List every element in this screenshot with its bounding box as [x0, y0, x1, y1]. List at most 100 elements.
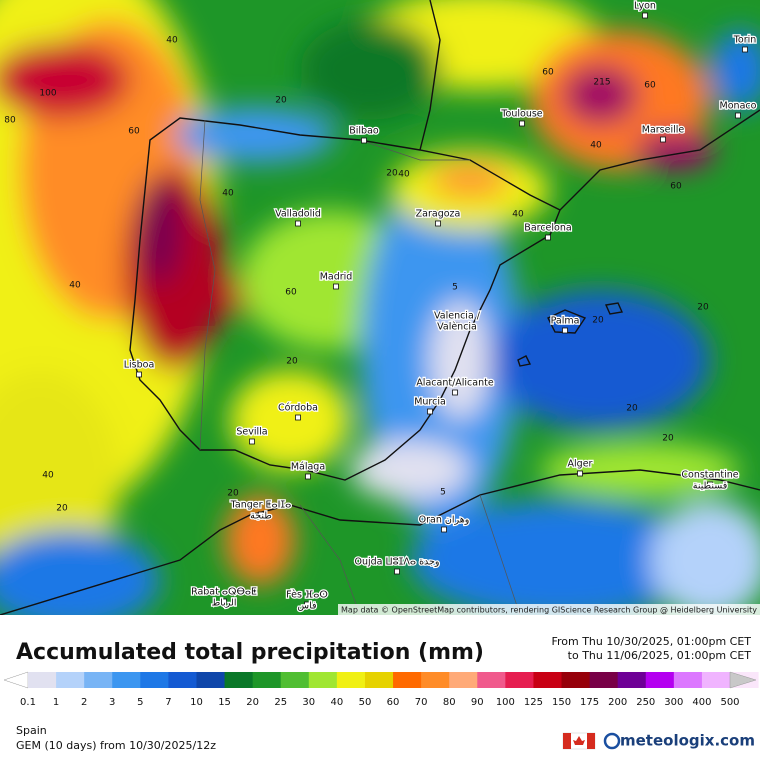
city-label: Lyon [634, 1, 656, 12]
city-marker [562, 327, 568, 334]
legend-swatch [140, 672, 169, 688]
date-to: to Thu 11/06/2025, 01:00pm CET [568, 649, 752, 662]
legend-label: 150 [552, 697, 571, 708]
legend-swatch [477, 672, 506, 688]
city-marker [304, 601, 310, 608]
legend-label: 175 [580, 697, 599, 708]
contour-label: 40 [398, 170, 410, 180]
city-label: Oujda ⵡⵓⵊⴷⴰ وجدة [354, 557, 439, 568]
legend-label: 30 [302, 697, 315, 708]
contour-label: 60 [670, 182, 682, 192]
city-marker [295, 414, 301, 421]
map: Lyon Torin Toulouse Monaco Bilbao Marseille Za… [0, 0, 760, 615]
legend-label: 1 [53, 697, 59, 708]
city-marker [545, 234, 551, 241]
legend-swatch [561, 672, 591, 688]
legend-swatch [280, 672, 310, 688]
city-marker [249, 438, 255, 445]
city-label: Oran وهران [419, 515, 470, 526]
legend-swatch [533, 672, 563, 688]
attribution-bg [338, 604, 760, 615]
city-label: Valladolid [275, 209, 321, 220]
city-label: Marseille [642, 125, 685, 136]
legend-swatch [224, 672, 254, 688]
city-marker [305, 473, 311, 480]
contour-label: 20 [56, 504, 68, 514]
legend-swatch [336, 672, 366, 688]
city-marker [361, 137, 367, 144]
contour-label: 5 [452, 283, 458, 293]
legend-swatch [449, 672, 478, 688]
legend-label: 20 [246, 697, 259, 708]
contour-label: 40 [222, 189, 234, 199]
legend: 0.1 1 2 3 5 7 10 15 20 25 30 40 50 60 70 80 90 100 125 150 1… [3, 671, 759, 708]
legend-swatch [84, 672, 113, 688]
city-label: Zaragoza [416, 209, 461, 220]
city-label: Málaga [291, 462, 325, 473]
city-label: Fès ⴼⴰⵙ [286, 590, 328, 601]
city-marker [427, 408, 433, 415]
contour-label: 60 [644, 81, 656, 91]
legend-label: 5 [137, 697, 143, 708]
city-label: فاس [297, 601, 316, 612]
legend-label: 70 [415, 697, 428, 708]
city-label: Torin [733, 35, 757, 46]
city-marker [333, 283, 339, 290]
city-label: Barcelona [524, 223, 571, 234]
city-marker [742, 46, 748, 53]
city-label: Bilbao [349, 126, 379, 137]
date-from: From Thu 10/30/2025, 01:00pm CET [551, 635, 751, 648]
legend-swatch [28, 672, 57, 688]
city-label: Tanger ⵟⴰⵏⵊⴰ [230, 500, 292, 511]
city-marker [452, 389, 458, 396]
contour-label: 20 [626, 404, 638, 414]
legend-label: 300 [664, 697, 683, 708]
city-label: Alacant/Alicante [416, 378, 494, 389]
legend-label: 15 [218, 697, 231, 708]
legend-swatch [617, 672, 647, 688]
legend-swatch [56, 672, 85, 688]
contour-label: 215 [593, 78, 610, 88]
legend-label: 200 [608, 697, 627, 708]
legend-label: 90 [471, 697, 484, 708]
city-label: Lisboa [124, 360, 155, 371]
contour-label: 20 [275, 96, 287, 106]
contour-label: 40 [69, 281, 81, 291]
legend-label: 40 [331, 697, 344, 708]
model-run: GEM (10 days) from 10/30/2025/12z [16, 739, 216, 752]
map-labels: Lyon Torin Toulouse Monaco Bilbao Marseille Za… [4, 0, 758, 613]
contour-label: 40 [590, 141, 602, 151]
city-label: Córdoba [278, 403, 318, 414]
city-marker [642, 12, 648, 19]
logo-mark [603, 732, 621, 750]
city-marker [435, 220, 441, 227]
legend-swatch [252, 672, 282, 688]
city-label: Monaco [720, 101, 757, 112]
contour-label: 20 [386, 169, 398, 179]
legend-swatch [701, 672, 731, 688]
brand[interactable]: meteologix.com [620, 732, 755, 750]
legend-label: 500 [720, 697, 739, 708]
city-label: Palma [551, 316, 580, 327]
city-marker [394, 568, 400, 575]
legend-label: 7 [165, 697, 171, 708]
legend-label: 25 [274, 697, 287, 708]
title: Accumulated total precipitation (mm) [16, 640, 484, 665]
legend-label: 2 [81, 697, 87, 708]
legend-swatch [364, 672, 394, 688]
borders [199, 119, 521, 615]
city-label: València [437, 322, 477, 333]
flag [562, 732, 596, 750]
legend-swatch [645, 672, 675, 688]
city-label: Constantine [681, 470, 738, 481]
legend-label: 50 [359, 697, 372, 708]
contour-label: 60 [128, 127, 140, 137]
city-label: طنجة [250, 511, 272, 522]
legend-swatch [673, 672, 703, 688]
contour-label: 40 [42, 471, 54, 481]
legend-arrow [729, 671, 757, 689]
legend-label: 10 [190, 697, 203, 708]
contour-label: 60 [542, 68, 554, 78]
contour-label: 5 [440, 488, 446, 498]
